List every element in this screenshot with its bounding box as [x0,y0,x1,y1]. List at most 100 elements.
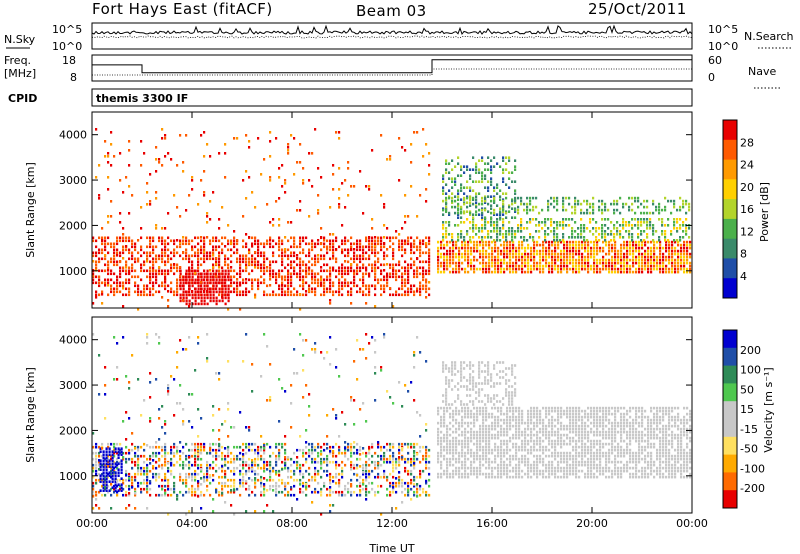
echo-cell [284,182,287,185]
echo-cell [134,248,137,252]
echo-cell [389,275,392,279]
echo-cell [634,196,637,200]
echo-cell [605,261,608,265]
echo-cell [452,255,455,259]
echo-cell [467,430,470,434]
echo-cell [383,251,386,255]
echo-cell [137,308,140,311]
echo-cell [466,230,469,233]
echo-cell [293,236,296,240]
echo-cell [134,451,137,455]
echo-cell [428,239,431,243]
echo-cell [281,185,284,188]
echo-cell [572,255,575,259]
echo-cell [539,270,542,274]
echo-cell [686,258,689,262]
echo-cell [686,246,689,250]
echo-cell [455,246,458,250]
echo-cell [461,406,464,410]
echo-cell [377,454,380,458]
echo-cell [302,472,305,476]
echo-cell [475,168,478,171]
power-scatter [92,128,692,311]
echo-cell [454,195,457,198]
echo-cell [596,258,599,262]
echo-cell [515,246,518,250]
echo-cell [170,472,173,476]
echo-cell [302,281,305,284]
echo-cell [344,484,347,488]
echo-cell [368,287,371,291]
echo-cell [620,252,623,256]
echo-cell [380,463,383,467]
echo-cell [472,180,475,183]
echo-cell [155,278,158,282]
echo-cell [128,212,131,215]
echo-cell [482,430,485,434]
echo-cell [149,278,152,281]
echo-cell [640,239,643,242]
echo-cell [503,270,506,274]
echo-cell [488,439,491,443]
echo-cell [227,239,230,243]
echo-cell [569,267,572,271]
echo-cell [122,191,125,194]
echo-cell [617,261,620,265]
echo-cell [601,202,604,206]
echo-cell [107,281,110,285]
echo-cell [496,221,499,224]
echo-cell [446,448,449,452]
echo-cell [547,199,550,203]
colorbar-frame [722,119,738,299]
echo-cell [496,213,499,216]
echo-cell [218,239,221,243]
echo-cell [305,242,308,246]
echo-cell [170,493,173,497]
echo-cell [416,266,419,270]
echo-cell [194,272,197,275]
echo-cell [664,239,667,242]
echo-cell [272,245,275,249]
echo-cell [137,445,140,449]
echo-cell [260,263,263,267]
echo-cell [398,460,401,464]
echo-cell [239,254,242,258]
echo-cell [158,266,161,269]
echo-cell [122,281,125,285]
echo-cell [680,252,683,256]
echo-cell [287,257,290,261]
echo-cell [164,248,167,252]
echo-cell [659,243,662,247]
echo-cell [551,264,554,268]
echo-cell [442,236,445,239]
echo-cell [182,161,185,164]
echo-cell [602,255,605,259]
echo-cell [410,487,413,491]
echo-cell [98,197,101,200]
echo-cell [173,490,176,494]
echo-cell [632,270,635,274]
echo-cell [503,267,506,271]
echo-cell [662,258,665,262]
echo-cell [455,255,458,259]
echo-cell [374,490,377,494]
echo-cell [104,478,107,482]
echo-cell [608,258,611,262]
echo-cell [257,478,260,482]
echo-cell [638,249,641,253]
echo-cell [308,269,311,272]
echo-cell [305,236,308,240]
echo-cell [481,159,484,162]
echo-cell [137,460,140,464]
echo-cell [105,489,108,492]
echo-cell [469,236,472,239]
echo-cell [640,221,643,224]
echo-cell [191,263,194,267]
echo-cell [479,261,482,265]
echo-cell [502,213,505,216]
echo-cell [305,493,308,497]
echo-cell [170,158,173,161]
echo-cell [619,196,622,200]
echo-cell [114,483,117,486]
echo-cell [395,484,398,488]
